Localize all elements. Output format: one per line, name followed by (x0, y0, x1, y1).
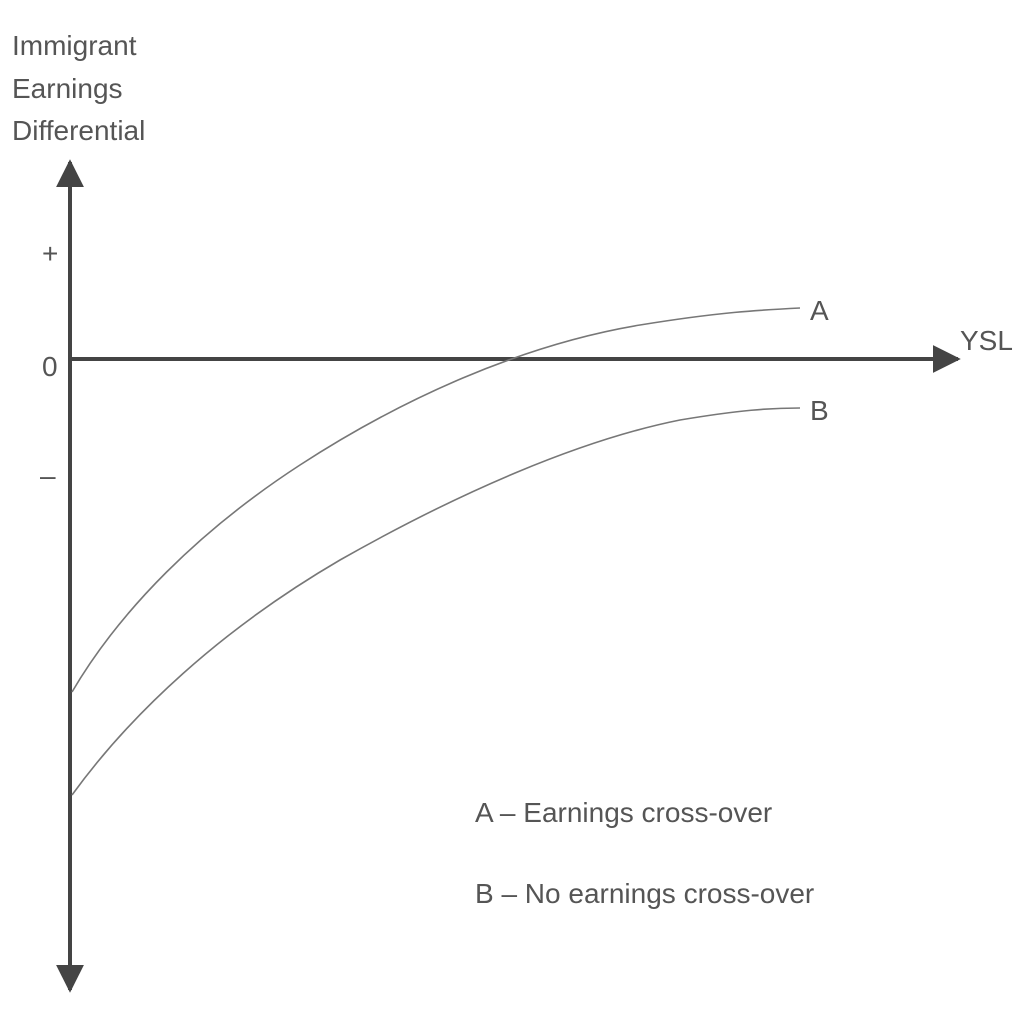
x-axis-label: YSL (960, 325, 1013, 356)
y-axis-label: Immigrant (12, 30, 137, 61)
y-tick-label: 0 (42, 351, 58, 382)
curve-a (71, 307, 801, 693)
y-tick-label: + (42, 238, 58, 269)
legend-entry: A – Earnings cross-over (475, 797, 772, 828)
y-axis-label: Earnings (12, 73, 123, 104)
curve-label: B (810, 395, 829, 426)
curve-label: A (810, 295, 829, 326)
y-axis-label: Differential (12, 115, 145, 146)
legend-entry: B – No earnings cross-over (475, 878, 814, 909)
curve-b (71, 407, 801, 796)
y-tick-label: – (40, 460, 56, 491)
